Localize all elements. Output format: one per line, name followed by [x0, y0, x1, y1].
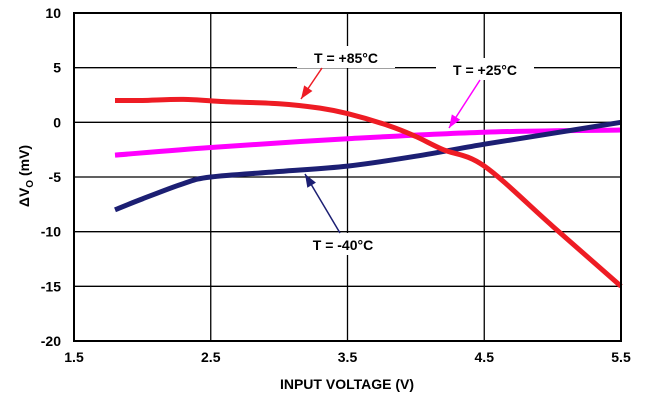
annotation-85c: T = +85°C: [297, 46, 395, 68]
x-tick-label: 4.5: [475, 349, 495, 365]
arrow-25c-head: [449, 114, 461, 128]
series-line-minus40c: [114, 119, 622, 213]
y-tick-label: -10: [41, 224, 61, 240]
y-axis-title-suffix: (mV): [16, 145, 32, 180]
annotation-25c: T = +25°C: [436, 58, 534, 80]
arrow-85c-head: [301, 85, 313, 99]
plot-frame: [73, 12, 622, 342]
y-tick-label: -15: [41, 278, 61, 294]
x-tick-label: 2.5: [201, 349, 221, 365]
x-tick-label: 1.5: [64, 349, 84, 365]
y-tick-label: -5: [49, 169, 62, 185]
y-tick-label: 5: [53, 60, 61, 76]
series-layer: [114, 96, 623, 289]
annotation-85c-label: T = +85°C: [314, 50, 378, 66]
tick-labels: 1.5 2.5 3.5 4.5 5.5 -20 -15 -10 -5 0 5 10: [41, 5, 631, 365]
x-axis-title: INPUT VOLTAGE (V): [280, 376, 414, 392]
annotation-40c: T = -40°C: [298, 233, 388, 255]
y-axis-title-subscript: O: [25, 180, 36, 188]
annotation-40c-label: T = -40°C: [313, 237, 373, 253]
y-tick-label: 0: [53, 114, 61, 130]
annotation-25c-label: T = +25°C: [453, 62, 517, 78]
arrow-40c-head: [305, 174, 316, 188]
annotation-85c-box: [297, 46, 395, 68]
annotation-25c-box: [436, 58, 534, 80]
y-tick-label: 10: [45, 5, 61, 21]
y-axis-title-prefix: ΔV: [16, 187, 32, 207]
annotation-arrows: [300, 67, 481, 234]
y-axis-title: ΔVO (mV): [16, 145, 36, 207]
y-tick-label: -20: [41, 333, 61, 349]
series-line-85c: [114, 96, 623, 289]
x-tick-label: 3.5: [338, 349, 358, 365]
series-line-25c: [114, 127, 622, 158]
annotation-40c-box: [298, 233, 388, 255]
x-tick-label: 5.5: [611, 349, 631, 365]
